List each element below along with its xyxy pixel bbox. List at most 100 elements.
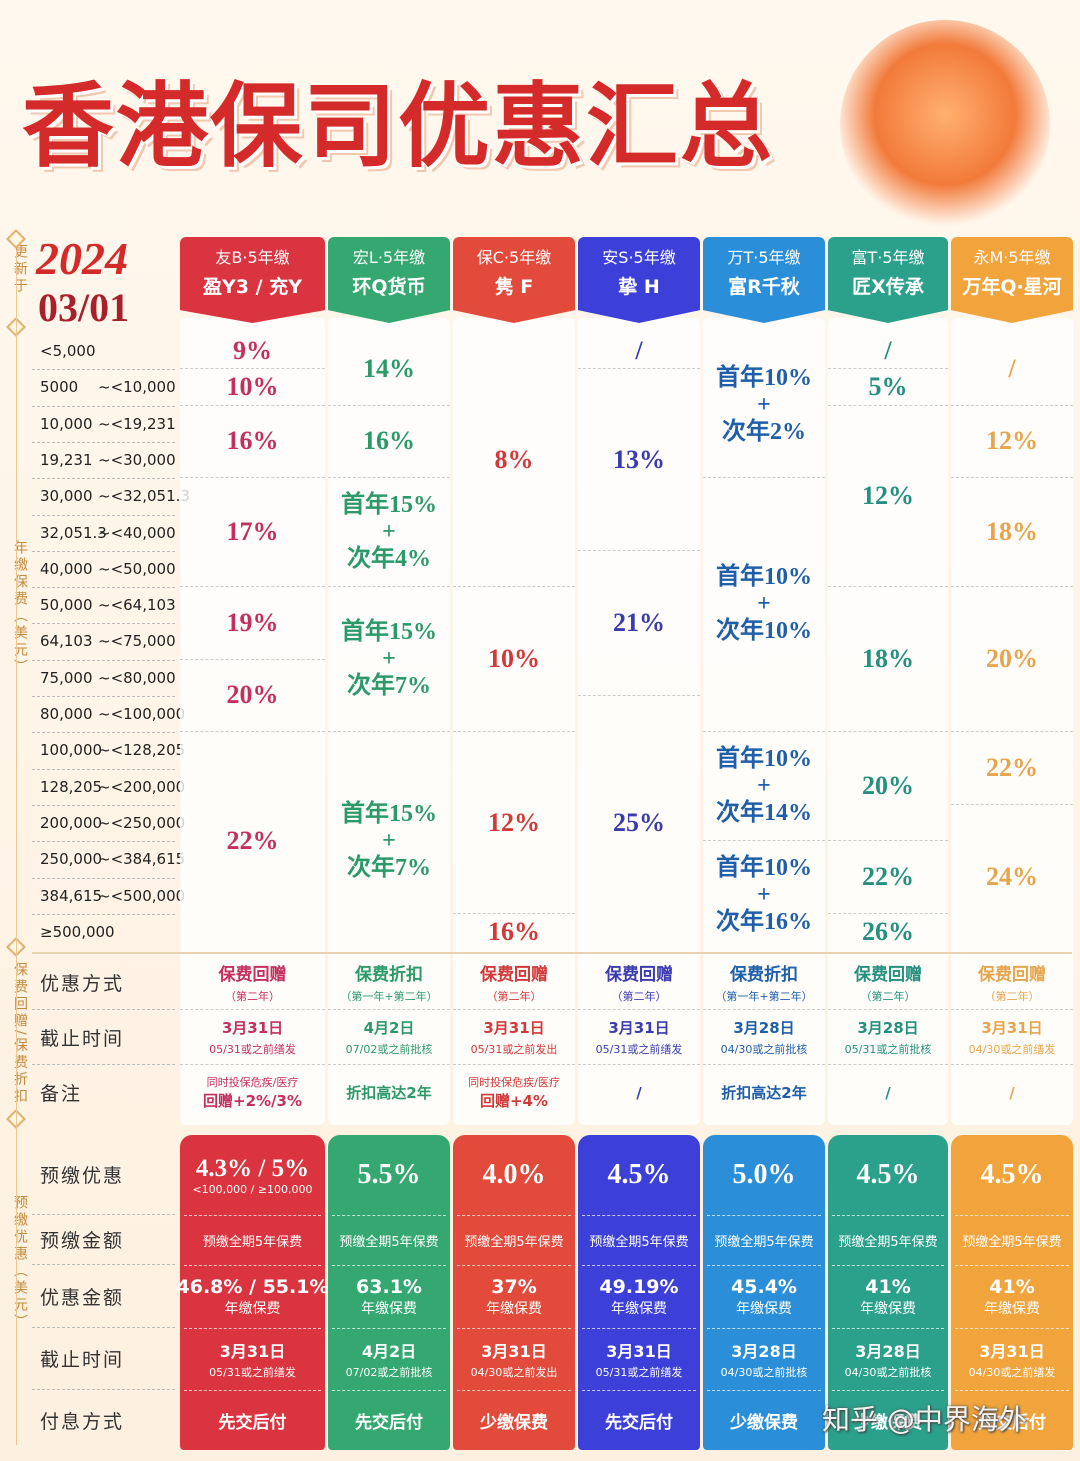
prepay-amount-cell: 预缴全期5年保费 <box>951 1215 1073 1265</box>
prepay-block <box>453 1135 575 1450</box>
benefit-cell: 37% 年缴保费 <box>453 1265 575 1328</box>
interest-cell: 先交后付 <box>578 1390 700 1450</box>
band-from: 64,103 <box>40 632 93 651</box>
premium-cell: 首年10% + 次年16% <box>703 841 825 950</box>
deadline-cell: 3月28日 05/31或之前批核 <box>828 1010 948 1065</box>
prepay-rate: 5.0% <box>732 1159 796 1190</box>
deadline-note: 05/31或之前缮发 <box>595 1043 683 1056</box>
prepay-deadline-date: 3月31日 <box>219 1342 286 1361</box>
product: 匠X传承 <box>852 276 924 298</box>
rate-text: 首年10% <box>716 564 812 591</box>
company: 富T·5年缴 <box>851 248 925 267</box>
band-from: 30,000 <box>40 487 93 506</box>
deadline-note: 05/31或之前批核 <box>844 1043 932 1056</box>
discount-type: 保费折扣 <box>730 965 798 985</box>
dragon-decoration <box>840 20 1050 230</box>
rate-text: 22% <box>226 826 279 856</box>
benefit: 49.19% <box>599 1275 679 1298</box>
premium-cell: 10% <box>453 587 575 733</box>
interest: 先交后付 <box>605 1412 673 1433</box>
premium-cell: / <box>578 333 700 370</box>
band-to: ~<384,615 <box>98 850 186 869</box>
rate-text: 首年15% <box>341 491 437 518</box>
prepay-amount: 预缴全期5年保费 <box>464 1234 564 1250</box>
premium-cell: 16% <box>180 406 325 479</box>
premium-cell: 首年15% + 次年7% <box>328 587 450 733</box>
column-header: 永M·5年缴 万年Q·星河 <box>951 237 1073 323</box>
prepay-separator <box>955 1390 1069 1391</box>
rate-text: 12% <box>986 426 1038 456</box>
rate-text: 次年4% <box>347 545 431 572</box>
remark: 折扣高达2年 <box>346 1084 432 1102</box>
prepay-rate-cell: 5.0% <box>703 1135 825 1215</box>
row-label: 截止时间 <box>40 1027 125 1050</box>
row-separator <box>32 550 175 552</box>
column-header: 万T·5年缴 富R千秋 <box>703 237 825 323</box>
rate-text: 首年15% <box>341 800 437 827</box>
deadline-cell: 4月2日 07/02或之前批核 <box>328 1010 450 1065</box>
rate-text: 5% <box>868 371 908 401</box>
prepay-deadline-note: 07/02或之前批核 <box>345 1366 433 1379</box>
prepay-deadline-date: 3月28日 <box>731 1342 797 1361</box>
row-separator <box>32 441 175 443</box>
premium-cell: 26% <box>828 914 948 950</box>
row-label: 截止时间 <box>40 1349 125 1371</box>
row-separator <box>32 369 175 371</box>
interest: 少缴保费 <box>854 1412 922 1433</box>
remark: 回赠+2%/3% <box>203 1092 302 1110</box>
band-from: 128,205 <box>40 777 103 796</box>
rate-text: 21% <box>613 607 665 637</box>
row-separator <box>32 768 175 770</box>
row-label: 预缴金额 <box>40 1230 125 1252</box>
benefit: 41% <box>989 1275 1035 1298</box>
premium-cell: 22% <box>951 732 1073 805</box>
band-from: 200,000 <box>40 813 103 832</box>
benefit-cell: 63.1% 年缴保费 <box>328 1265 450 1328</box>
discount-type: 保费回赠 <box>978 965 1046 985</box>
side-label: 保费回赠/保费折扣 <box>12 962 28 1106</box>
premium-cell: 13% <box>578 369 700 551</box>
prepay-deadline-date: 3月31日 <box>481 1342 547 1361</box>
row-separator <box>32 623 175 625</box>
row-label: 优惠金额 <box>40 1286 125 1309</box>
premium-cell: 首年15% + 次年4% <box>328 478 450 588</box>
rate-text: 26% <box>862 916 914 946</box>
year: 2024 <box>36 233 128 284</box>
band-from: 5000 <box>40 378 79 397</box>
deadline-date: 3月31日 <box>221 1019 284 1037</box>
deadline-date: 4月2日 <box>363 1019 415 1037</box>
rate-text: 18% <box>862 644 914 674</box>
product: 隽 F <box>494 276 534 298</box>
deadline-cell: 3月28日 04/30或之前批核 <box>703 1010 825 1065</box>
prepay-rate: 4.5% <box>856 1159 920 1190</box>
band-from: 80,000 <box>40 705 93 723</box>
prepay-deadline-date: 3月31日 <box>606 1342 672 1361</box>
rate-text: 22% <box>862 861 914 891</box>
interest: 少缴保费 <box>480 1412 548 1433</box>
rate-text: 20% <box>986 644 1038 674</box>
prepay-separator <box>184 1328 321 1329</box>
premium-cell: 5% <box>828 369 948 406</box>
prepay-separator <box>707 1215 821 1216</box>
prepay-block <box>828 1135 948 1450</box>
benefit-note: 年缴保费 <box>224 1300 281 1317</box>
row-separator <box>32 405 175 407</box>
premium-cell: 22% <box>828 841 948 914</box>
premium-cell: 19% <box>180 587 325 660</box>
remark: / <box>636 1083 642 1102</box>
discount-years: （第一年+第二年） <box>340 990 438 1003</box>
column-card <box>578 318 700 1125</box>
prepay-block <box>328 1135 450 1450</box>
benefit-cell: 46.8% / 55.1% 年缴保费 <box>177 1265 329 1328</box>
prepay-rate: 4.0% <box>482 1159 546 1190</box>
column-card <box>180 318 325 1125</box>
band-from: 19,231 <box>40 450 93 469</box>
discount-type-cell: 保费回赠 （第二年） <box>453 955 575 1010</box>
company: 永M·5年缴 <box>973 248 1051 267</box>
band-from: <5,000 <box>40 342 96 360</box>
discount-type: 保费回赠 <box>218 965 287 985</box>
remarks-cell: / <box>828 1065 948 1120</box>
prepay-rate: 4.5% <box>607 1159 671 1190</box>
row-separator <box>32 514 175 516</box>
